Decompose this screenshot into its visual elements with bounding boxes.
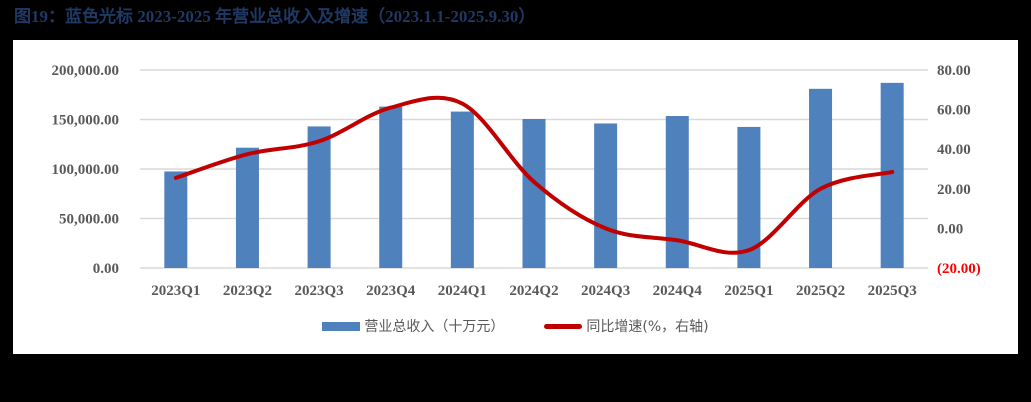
right-axis-tick: 0.00 — [937, 221, 963, 237]
revenue-bar — [809, 88, 833, 268]
revenue-bar — [594, 123, 618, 269]
category-label: 2025Q3 — [868, 283, 917, 299]
revenue-bar — [307, 126, 331, 269]
category-label: 2024Q4 — [653, 283, 703, 299]
combo-chart: 200,000.00 150,000.00 100,000.00 50,000.00 0… — [52, 63, 981, 299]
revenue-bar — [235, 147, 259, 268]
right-axis-tick: 40.00 — [937, 142, 971, 158]
bar-swatch-icon — [322, 321, 361, 331]
left-axis-tick: 100,000.00 — [52, 162, 120, 178]
right-axis-tick: (20.00) — [937, 261, 981, 277]
figure-title: 图19：蓝色光标 2023-2025 年营业总收入及增速（2023.1.1-20… — [14, 7, 536, 26]
chart-panel: 200,000.00 150,000.00 100,000.00 50,000.00 0… — [13, 40, 1018, 354]
growth-line — [173, 95, 895, 255]
left-axis-tick: 150,000.00 — [52, 113, 120, 129]
right-axis-tick: 60.00 — [937, 103, 971, 119]
legend: 营业总收入（十万元） 同比增速(%，右轴) — [13, 316, 1018, 336]
revenue-bar — [522, 119, 546, 268]
category-label: 2023Q4 — [366, 283, 416, 299]
left-axis-tick: 200,000.00 — [52, 63, 120, 79]
revenue-bar — [379, 106, 403, 268]
category-label: 2023Q1 — [151, 283, 200, 299]
legend-label-growth: 同比增速(%，右轴) — [586, 319, 709, 335]
category-label: 2024Q1 — [438, 283, 487, 299]
category-label: 2023Q2 — [223, 283, 272, 299]
category-label: 2023Q3 — [295, 283, 344, 299]
legend-item-growth: 同比增速(%，右轴) — [544, 316, 709, 336]
category-label: 2024Q3 — [581, 283, 630, 299]
left-axis-tick: 0.00 — [93, 261, 119, 277]
category-label: 2025Q2 — [796, 283, 845, 299]
revenue-bar — [737, 126, 761, 268]
right-axis-tick: 20.00 — [937, 182, 971, 198]
legend-item-revenue: 营业总收入（十万元） — [322, 316, 504, 336]
revenue-bar — [164, 171, 188, 268]
category-label: 2025Q1 — [724, 283, 773, 299]
left-axis-tick: 50,000.00 — [59, 212, 119, 228]
revenue-bar — [880, 82, 904, 268]
category-label: 2024Q2 — [509, 283, 558, 299]
right-axis-tick: 80.00 — [937, 63, 971, 79]
revenue-bar — [450, 111, 474, 268]
line-swatch-icon — [544, 323, 583, 329]
revenue-bar — [665, 116, 689, 268]
legend-label-revenue: 营业总收入（十万元） — [364, 319, 505, 335]
